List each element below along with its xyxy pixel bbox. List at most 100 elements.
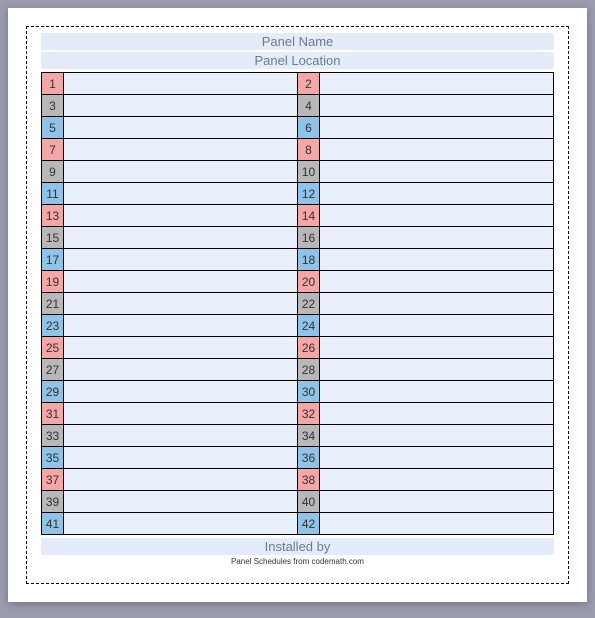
circuit-desc-right <box>320 491 554 513</box>
circuit-number-left: 35 <box>42 447 64 469</box>
circuit-number-left: 39 <box>42 491 64 513</box>
circuit-number-left: 11 <box>42 183 64 205</box>
table-row: 31 32 <box>42 403 554 425</box>
table-row: 33 34 <box>42 425 554 447</box>
circuit-desc-left <box>64 403 298 425</box>
table-row: 2526 <box>42 337 554 359</box>
circuit-desc-left <box>64 491 298 513</box>
panel-name-header: Panel Name <box>41 33 554 50</box>
table-row: 11 12 <box>42 183 554 205</box>
circuit-desc-left <box>64 95 298 117</box>
circuit-number-left: 19 <box>42 271 64 293</box>
circuit-number-left: 15 <box>42 227 64 249</box>
table-row: 2728 <box>42 359 554 381</box>
circuit-desc-left <box>64 381 298 403</box>
circuit-number-right: 26 <box>298 337 320 359</box>
circuit-number-right: 18 <box>298 249 320 271</box>
circuit-desc-left <box>64 227 298 249</box>
circuit-number-right: 34 <box>298 425 320 447</box>
circuit-desc-right <box>320 403 554 425</box>
circuit-desc-right <box>320 469 554 491</box>
cut-frame: Panel Name Panel Location 12345678910111… <box>26 26 569 584</box>
circuit-desc-right <box>320 161 554 183</box>
circuit-number-left: 5 <box>42 117 64 139</box>
installed-by-footer: Installed by <box>41 538 554 555</box>
circuit-number-right: 4 <box>298 95 320 117</box>
circuit-desc-right <box>320 381 554 403</box>
circuit-number-left: 1 <box>42 73 64 95</box>
circuit-number-left: 27 <box>42 359 64 381</box>
circuit-desc-left <box>64 469 298 491</box>
table-row: 2324 <box>42 315 554 337</box>
table-row: 13 14 <box>42 205 554 227</box>
circuit-desc-right <box>320 95 554 117</box>
printable-page: Panel Name Panel Location 12345678910111… <box>8 8 587 602</box>
circuit-number-left: 31 <box>42 403 64 425</box>
circuit-desc-right <box>320 425 554 447</box>
circuit-desc-left <box>64 425 298 447</box>
circuit-number-right: 14 <box>298 205 320 227</box>
circuit-desc-right <box>320 271 554 293</box>
panel-location-header: Panel Location <box>41 52 554 69</box>
circuit-desc-left <box>64 73 298 95</box>
circuit-number-left: 3 <box>42 95 64 117</box>
circuit-desc-right <box>320 117 554 139</box>
circuit-number-right: 30 <box>298 381 320 403</box>
table-row: 1920 <box>42 271 554 293</box>
circuit-desc-right <box>320 227 554 249</box>
circuit-number-right: 2 <box>298 73 320 95</box>
circuit-desc-right <box>320 205 554 227</box>
circuit-desc-right <box>320 249 554 271</box>
circuit-desc-left <box>64 271 298 293</box>
table-row: 2122 <box>42 293 554 315</box>
circuit-number-left: 29 <box>42 381 64 403</box>
circuit-desc-left <box>64 183 298 205</box>
circuit-number-left: 17 <box>42 249 64 271</box>
circuit-number-right: 6 <box>298 117 320 139</box>
circuit-desc-right <box>320 139 554 161</box>
circuit-desc-left <box>64 249 298 271</box>
circuit-number-left: 9 <box>42 161 64 183</box>
circuit-number-right: 8 <box>298 139 320 161</box>
circuit-desc-right <box>320 315 554 337</box>
table-row: 37 38 <box>42 469 554 491</box>
circuit-number-left: 41 <box>42 513 64 535</box>
table-row: 29 30 <box>42 381 554 403</box>
circuit-number-right: 12 <box>298 183 320 205</box>
circuit-number-right: 20 <box>298 271 320 293</box>
circuit-desc-right <box>320 447 554 469</box>
circuit-desc-left <box>64 293 298 315</box>
circuit-desc-left <box>64 513 298 535</box>
circuit-desc-right <box>320 73 554 95</box>
table-row: 34 <box>42 95 554 117</box>
credit-line: Panel Schedules from codemath.com <box>41 557 554 566</box>
table-row: 12 <box>42 73 554 95</box>
table-row: 56 <box>42 117 554 139</box>
circuit-desc-right <box>320 513 554 535</box>
circuit-desc-left <box>64 359 298 381</box>
circuit-number-left: 23 <box>42 315 64 337</box>
table-row: 78 <box>42 139 554 161</box>
circuit-number-right: 10 <box>298 161 320 183</box>
table-row: 35 36 <box>42 447 554 469</box>
circuit-number-right: 32 <box>298 403 320 425</box>
circuit-number-left: 7 <box>42 139 64 161</box>
circuit-desc-right <box>320 183 554 205</box>
circuit-number-right: 36 <box>298 447 320 469</box>
panel-schedule-table: 1234567891011121314151617181920212223242… <box>41 72 554 535</box>
circuit-number-left: 21 <box>42 293 64 315</box>
circuit-desc-left <box>64 447 298 469</box>
circuit-number-right: 16 <box>298 227 320 249</box>
circuit-number-left: 33 <box>42 425 64 447</box>
circuit-desc-left <box>64 161 298 183</box>
table-row: 9 10 <box>42 161 554 183</box>
table-row: 1718 <box>42 249 554 271</box>
circuit-desc-left <box>64 139 298 161</box>
table-row: 4142 <box>42 513 554 535</box>
circuit-number-left: 37 <box>42 469 64 491</box>
circuit-number-right: 38 <box>298 469 320 491</box>
circuit-desc-left <box>64 117 298 139</box>
circuit-number-left: 13 <box>42 205 64 227</box>
circuit-desc-left <box>64 337 298 359</box>
table-row: 1516 <box>42 227 554 249</box>
